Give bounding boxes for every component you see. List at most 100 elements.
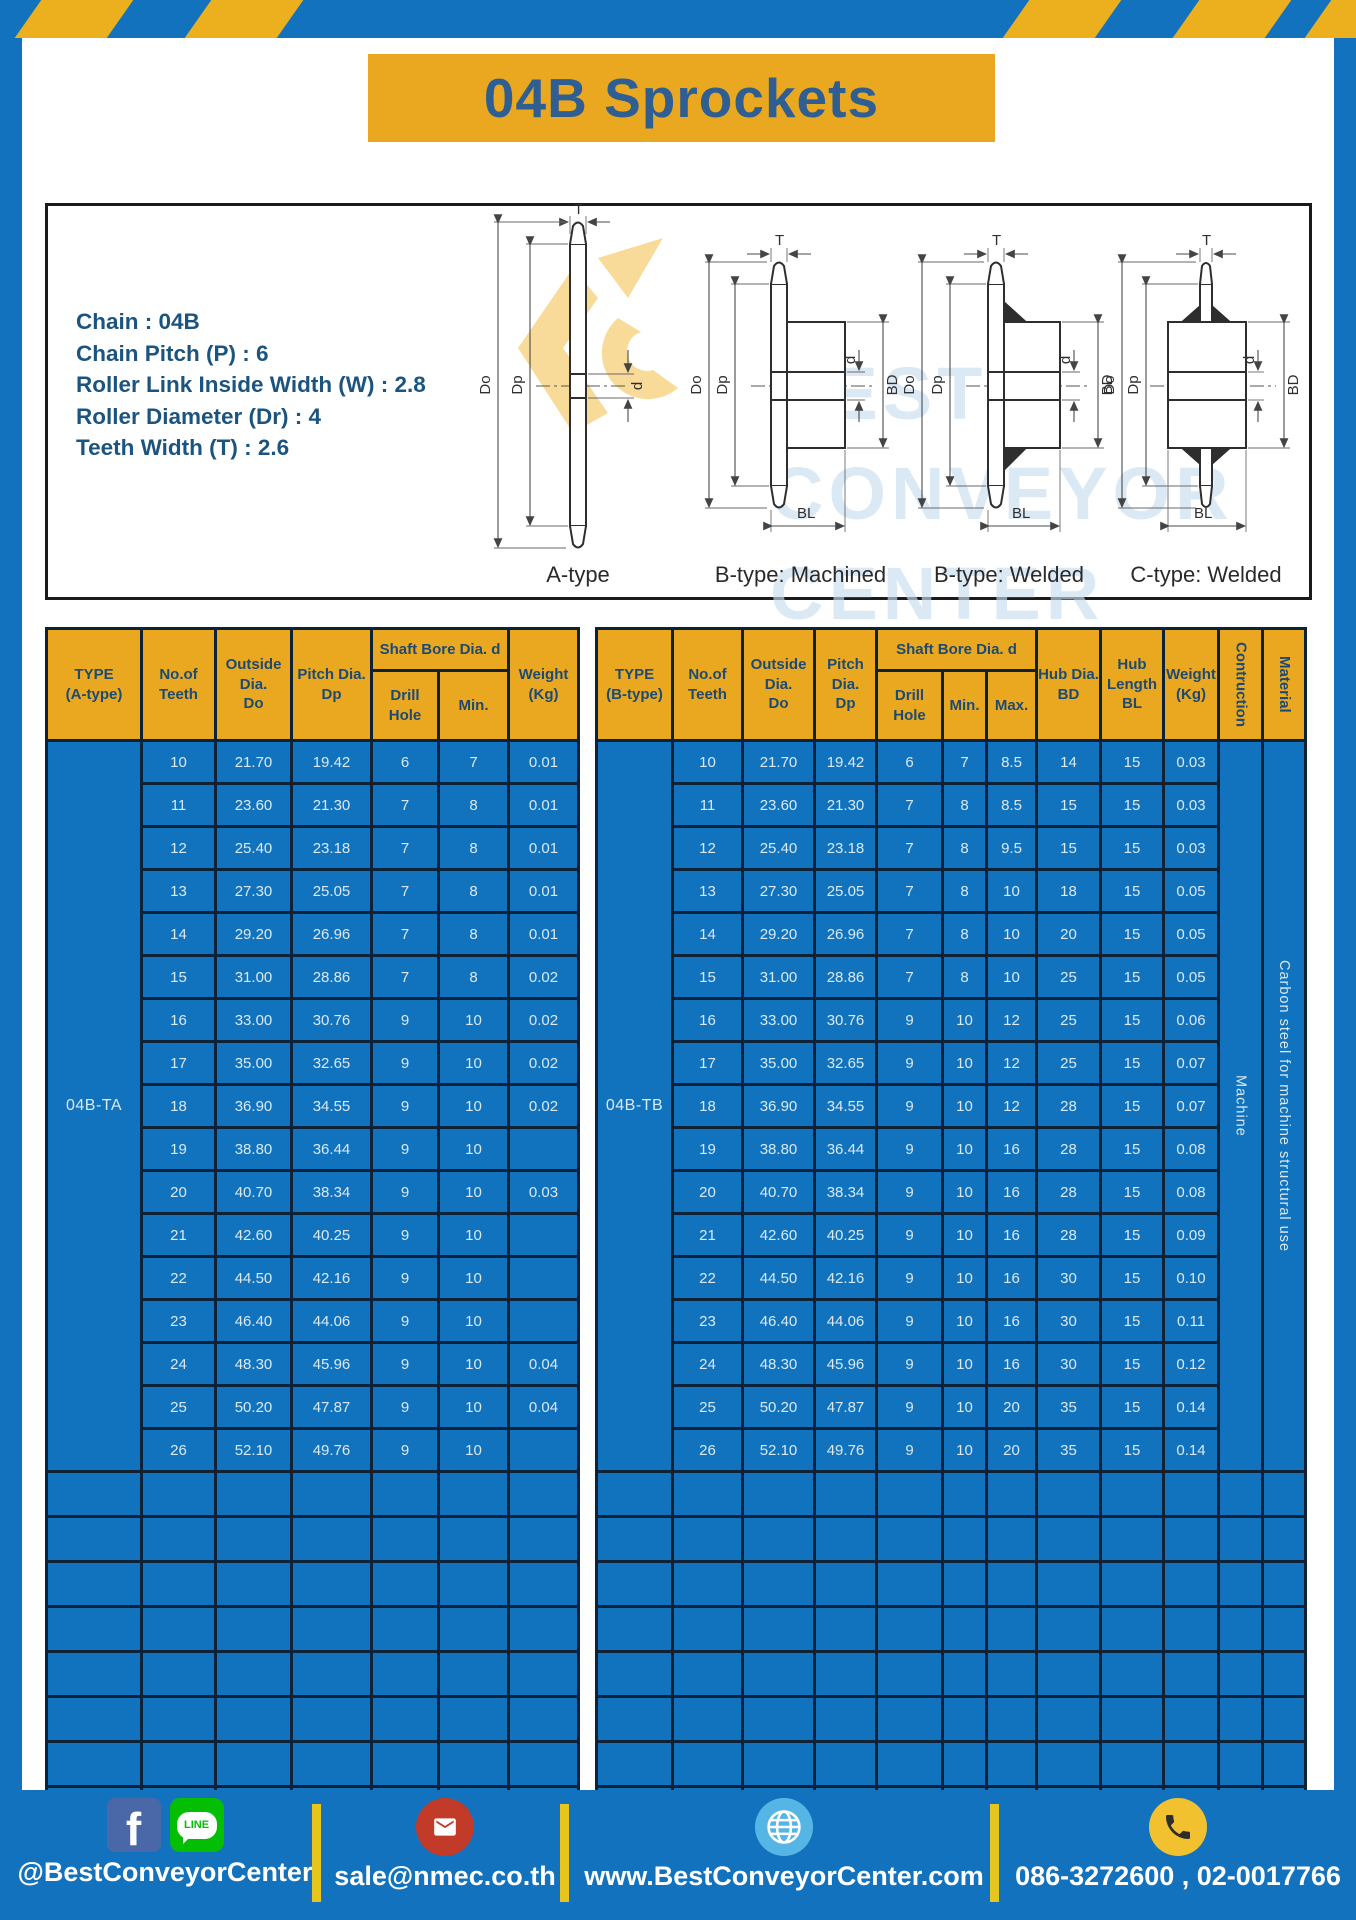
data-cell: 50.20 xyxy=(741,1384,816,1430)
dim-label-bl: BL xyxy=(797,505,815,522)
data-cell: 19 xyxy=(140,1126,217,1172)
data-cell: 28 xyxy=(1035,1083,1103,1129)
table-row: 11 23.60 21.30 7 8 8.5 15 15 0.03 xyxy=(597,782,1306,828)
chain-specs: Chain : 04B Chain Pitch (P) : 6 Roller L… xyxy=(76,306,426,464)
data-cell: 10 xyxy=(984,954,1039,1000)
data-cell: 34.55 xyxy=(290,1083,373,1129)
data-cell: 7 xyxy=(370,868,440,914)
data-cell xyxy=(507,1255,581,1301)
data-cell: 10 xyxy=(941,1169,988,1215)
frame-left xyxy=(0,38,22,1790)
social-icons: f LINE xyxy=(106,1798,224,1852)
col-header-min: Min. xyxy=(436,669,511,742)
data-cell: 0.03 xyxy=(1162,782,1221,828)
data-cell: 0.05 xyxy=(1162,911,1221,957)
data-cell: 0.05 xyxy=(1162,954,1221,1000)
website-url[interactable]: www.BestConveyorCenter.com xyxy=(584,1861,984,1891)
sprocket-table-b-type: TYPE (B-type) No.of Teeth Outside Dia. Do Pi… xyxy=(595,627,1308,1833)
data-cell: 36.44 xyxy=(813,1126,878,1172)
empty-cell xyxy=(1261,1650,1308,1698)
table-row: 16 33.00 30.76 9 10 12 25 15 0.06 xyxy=(597,997,1306,1043)
data-cell: 10 xyxy=(140,739,217,785)
email-address[interactable]: sale@nmec.co.th xyxy=(334,1861,556,1891)
empty-cell xyxy=(436,1470,511,1518)
table-row: 25 50.20 47.87 9 10 20 35 15 0.14 xyxy=(597,1384,1306,1430)
empty-cell xyxy=(671,1515,744,1563)
empty-cell xyxy=(984,1650,1039,1698)
phone-icon[interactable] xyxy=(1149,1798,1207,1856)
facebook-icon[interactable]: f xyxy=(106,1798,161,1852)
dim-label-t: T xyxy=(775,232,784,249)
empty-cell xyxy=(507,1605,581,1653)
data-cell: 14 xyxy=(671,911,744,957)
data-cell: 7 xyxy=(875,911,944,957)
data-cell: 9 xyxy=(370,1384,440,1430)
empty-cell xyxy=(741,1650,816,1698)
data-cell: 0.11 xyxy=(1162,1298,1221,1344)
empty-cell xyxy=(436,1560,511,1608)
table-row: 12 25.40 23.18 7 8 0.01 xyxy=(47,825,581,871)
empty-row xyxy=(595,1560,1308,1608)
website-group: www.BestConveyorCenter.com xyxy=(578,1798,990,1892)
data-cell: 48.30 xyxy=(214,1341,293,1387)
dim-label-do: Do xyxy=(1101,375,1118,394)
empty-cell xyxy=(1035,1560,1103,1608)
data-cell: 27.30 xyxy=(214,868,293,914)
data-cell: 0.02 xyxy=(507,1083,581,1129)
social-handle[interactable]: @BestConveyorCenter xyxy=(17,1857,313,1887)
email-icon[interactable] xyxy=(416,1798,474,1856)
data-cell: 8 xyxy=(436,954,511,1000)
data-cell: 0.08 xyxy=(1162,1126,1221,1172)
empty-cell xyxy=(1217,1695,1265,1743)
data-cell: 10 xyxy=(941,1341,988,1387)
empty-cell xyxy=(595,1605,674,1653)
data-cell: 9 xyxy=(370,1040,440,1086)
data-cell: 18 xyxy=(140,1083,217,1129)
data-cell: 9 xyxy=(875,1298,944,1344)
empty-cell xyxy=(1217,1470,1265,1518)
empty-cell xyxy=(1217,1515,1265,1563)
col-header-pitch-dia: Pitch Dia. Dp xyxy=(813,627,878,742)
col-header-pitch-dia: Pitch Dia. Dp xyxy=(290,627,373,742)
globe-icon[interactable] xyxy=(755,1798,813,1856)
data-cell: 0.09 xyxy=(1162,1212,1221,1258)
data-cell: 12 xyxy=(984,1040,1039,1086)
empty-cell xyxy=(45,1470,143,1518)
data-cell: 44.06 xyxy=(813,1298,878,1344)
empty-row xyxy=(45,1470,581,1518)
empty-cell xyxy=(671,1650,744,1698)
data-cell: 19.42 xyxy=(290,739,373,785)
data-cell: 15 xyxy=(1099,1298,1166,1344)
data-cell: 16 xyxy=(671,997,744,1043)
data-cell: 10 xyxy=(941,1384,988,1430)
empty-cell xyxy=(45,1740,143,1788)
dim-label-dp: Dp xyxy=(509,375,526,394)
data-cell: 9 xyxy=(875,997,944,1043)
empty-cell xyxy=(875,1650,944,1698)
empty-cell xyxy=(1035,1650,1103,1698)
col-header-drill-hole: Drill Hole xyxy=(370,669,440,742)
data-cell: 26 xyxy=(140,1427,217,1473)
banner-stripe xyxy=(1169,0,1295,38)
data-cell: 23 xyxy=(671,1298,744,1344)
data-cell: 30.76 xyxy=(290,997,373,1043)
dim-label-d: d xyxy=(629,382,646,390)
empty-cell xyxy=(290,1740,373,1788)
line-icon[interactable]: LINE xyxy=(169,1798,224,1852)
empty-cell xyxy=(1162,1740,1221,1788)
empty-cell xyxy=(984,1470,1039,1518)
data-cell: 10 xyxy=(941,1255,988,1301)
empty-cell xyxy=(941,1695,988,1743)
data-cell: 35 xyxy=(1035,1427,1103,1473)
data-cell: 7 xyxy=(941,739,988,785)
data-cell: 6 xyxy=(370,739,440,785)
drawing-label: B-type: Welded xyxy=(933,562,1084,587)
empty-cell xyxy=(436,1650,511,1698)
empty-cell xyxy=(813,1695,878,1743)
phone-numbers[interactable]: 086-3272600 , 02-0017766 xyxy=(1015,1861,1341,1891)
data-cell: 15 xyxy=(671,954,744,1000)
empty-cell xyxy=(941,1650,988,1698)
data-cell: 25 xyxy=(140,1384,217,1430)
data-cell: 6 xyxy=(875,739,944,785)
empty-cell xyxy=(45,1515,143,1563)
